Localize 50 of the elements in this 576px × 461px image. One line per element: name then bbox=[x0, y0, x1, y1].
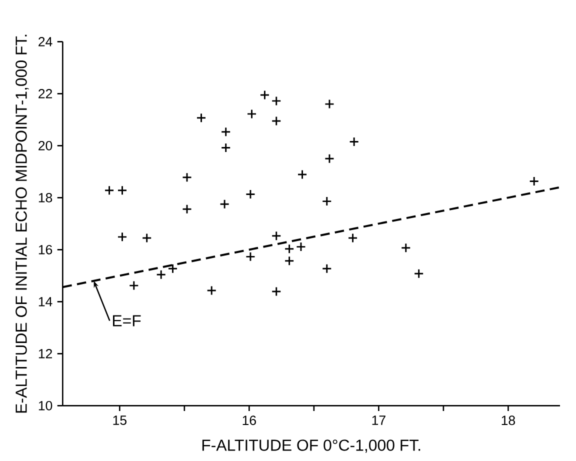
point bbox=[142, 232, 152, 243]
point bbox=[297, 170, 308, 180]
point bbox=[246, 108, 257, 119]
point bbox=[322, 196, 332, 206]
y-tick-label: 24 bbox=[38, 37, 52, 46]
point bbox=[348, 232, 358, 243]
point bbox=[117, 185, 128, 196]
point bbox=[245, 252, 256, 262]
y-axis-title: E-ALTITUDE OF INITIAL ECHO MIDPOINT-1,000 FT. bbox=[16, 34, 29, 413]
point bbox=[220, 126, 231, 137]
point bbox=[414, 268, 424, 279]
point bbox=[271, 230, 282, 241]
y-tick-label: 16 bbox=[38, 244, 52, 254]
point bbox=[168, 264, 178, 274]
point bbox=[349, 136, 360, 147]
point bbox=[284, 244, 294, 254]
point bbox=[324, 154, 334, 164]
y-tick-label: 10 bbox=[38, 400, 52, 410]
point bbox=[156, 270, 166, 280]
y-tick-label: 18 bbox=[38, 192, 52, 202]
x-tick-label: 16 bbox=[242, 416, 256, 426]
point bbox=[220, 142, 231, 153]
annotation: E=F bbox=[112, 315, 141, 326]
point bbox=[322, 264, 332, 274]
point bbox=[400, 242, 411, 253]
point bbox=[284, 256, 294, 266]
point bbox=[245, 189, 256, 200]
x-axis-title: F-ALTITUDE OF 0°C-1,000 FT. bbox=[202, 440, 420, 453]
x-tick-label: 15 bbox=[113, 416, 126, 425]
y-tick-label: 22 bbox=[38, 89, 52, 98]
point bbox=[324, 99, 334, 110]
point bbox=[104, 185, 114, 196]
point bbox=[529, 176, 540, 186]
point bbox=[220, 199, 230, 210]
point bbox=[117, 232, 128, 242]
y-tick-label: 20 bbox=[38, 140, 52, 150]
point bbox=[296, 242, 306, 252]
point bbox=[206, 286, 217, 296]
point bbox=[271, 96, 282, 106]
y-tick-label: 14 bbox=[38, 297, 52, 306]
point bbox=[196, 112, 206, 123]
y-tick-label: 12 bbox=[38, 349, 52, 358]
x-tick-label: 18 bbox=[502, 416, 516, 426]
point bbox=[182, 204, 192, 214]
x-tick-label: 17 bbox=[372, 416, 386, 425]
point bbox=[271, 286, 282, 297]
point bbox=[128, 280, 139, 291]
point bbox=[182, 172, 192, 182]
point bbox=[260, 90, 270, 100]
point bbox=[271, 116, 282, 126]
